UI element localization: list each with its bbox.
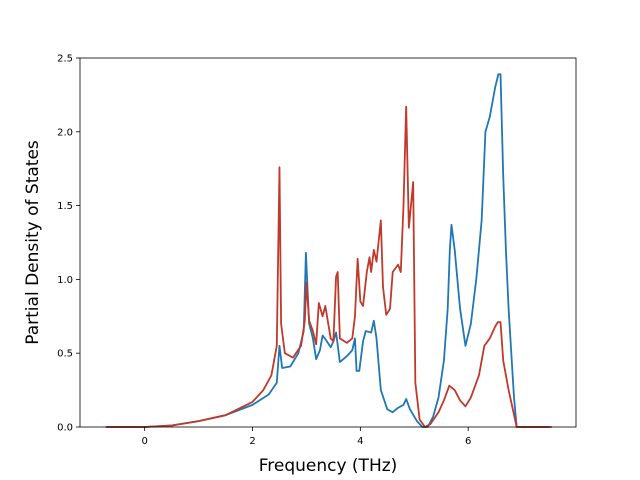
y-tick-label: 0.0 bbox=[57, 423, 73, 434]
y-tick-label: 2.5 bbox=[57, 54, 73, 65]
y-tick-label: 1.0 bbox=[57, 275, 73, 286]
plot-frame bbox=[79, 57, 577, 428]
x-tick-label: 6 bbox=[465, 436, 471, 447]
y-tick-label: 2.0 bbox=[57, 127, 73, 138]
x-tick-label: 0 bbox=[142, 436, 148, 447]
x-ticks: 0 2 4 6 bbox=[142, 427, 471, 447]
x-axis-label: Frequency (THz) bbox=[259, 456, 398, 476]
y-axis-label: Partial Density of States bbox=[23, 140, 43, 345]
y-ticks: 0.0 0.5 1.0 1.5 2.0 2.5 bbox=[57, 54, 80, 434]
x-tick-label: 4 bbox=[357, 436, 363, 447]
series-lines bbox=[105, 73, 552, 428]
y-tick-label: 0.5 bbox=[57, 349, 73, 360]
x-tick-label: 2 bbox=[249, 436, 255, 447]
series-line-0 bbox=[105, 73, 550, 428]
series-line-1 bbox=[105, 105, 552, 428]
y-tick-label: 1.5 bbox=[57, 201, 73, 212]
